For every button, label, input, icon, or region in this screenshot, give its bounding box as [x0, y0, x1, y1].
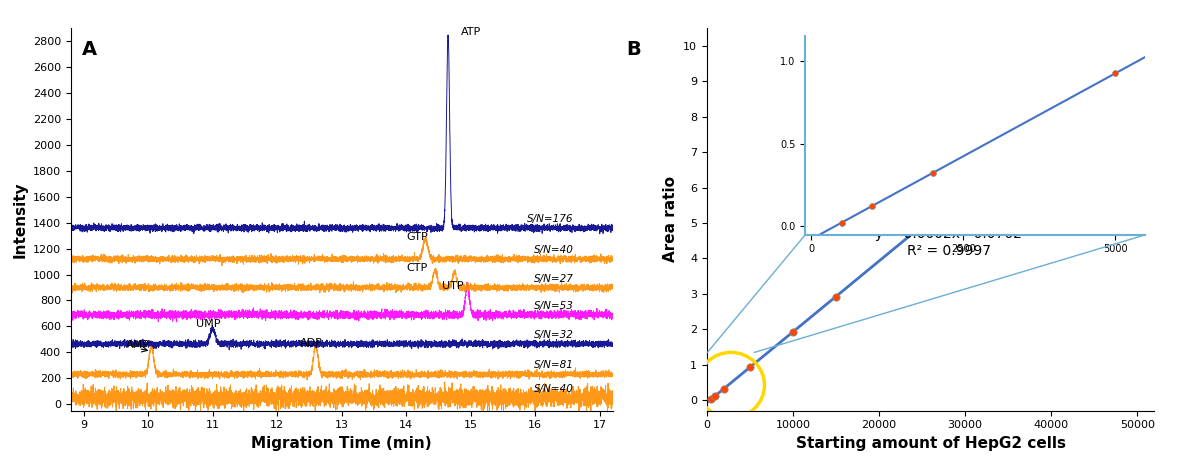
- X-axis label: Starting amount of HepG2 cells: Starting amount of HepG2 cells: [795, 436, 1066, 451]
- Text: B: B: [627, 40, 641, 59]
- Point: [1127, 45, 1146, 52]
- Text: A: A: [81, 40, 97, 59]
- Text: S/N=27: S/N=27: [534, 274, 574, 284]
- Text: ATP: ATP: [461, 27, 481, 37]
- Text: S/N=32: S/N=32: [534, 330, 574, 340]
- Point: [702, 396, 721, 403]
- Text: y = 0.0002x - 0.0762
R² = 0.9997: y = 0.0002x - 0.0762 R² = 0.9997: [875, 228, 1023, 258]
- Point: [706, 392, 724, 399]
- Y-axis label: Area ratio: Area ratio: [662, 177, 677, 262]
- Text: ADP: ADP: [299, 338, 323, 348]
- X-axis label: Migration Time (min): Migration Time (min): [251, 436, 432, 451]
- Text: UTP: UTP: [442, 281, 463, 291]
- Text: CTP: CTP: [406, 262, 428, 273]
- Point: [715, 385, 734, 392]
- Text: S/N=53: S/N=53: [534, 301, 574, 311]
- Y-axis label: Intensity: Intensity: [12, 181, 27, 258]
- Text: AMP: AMP: [126, 340, 150, 350]
- Text: S/N=176: S/N=176: [528, 214, 574, 224]
- Text: GTP: GTP: [406, 231, 428, 242]
- Text: S/N=81: S/N=81: [534, 361, 574, 371]
- Point: [827, 293, 846, 300]
- Text: UMP: UMP: [197, 319, 221, 329]
- Point: [783, 328, 802, 336]
- Point: [741, 363, 760, 371]
- Text: S/N=40: S/N=40: [534, 245, 574, 255]
- Text: S/N=40: S/N=40: [534, 384, 574, 394]
- Point: [965, 179, 984, 187]
